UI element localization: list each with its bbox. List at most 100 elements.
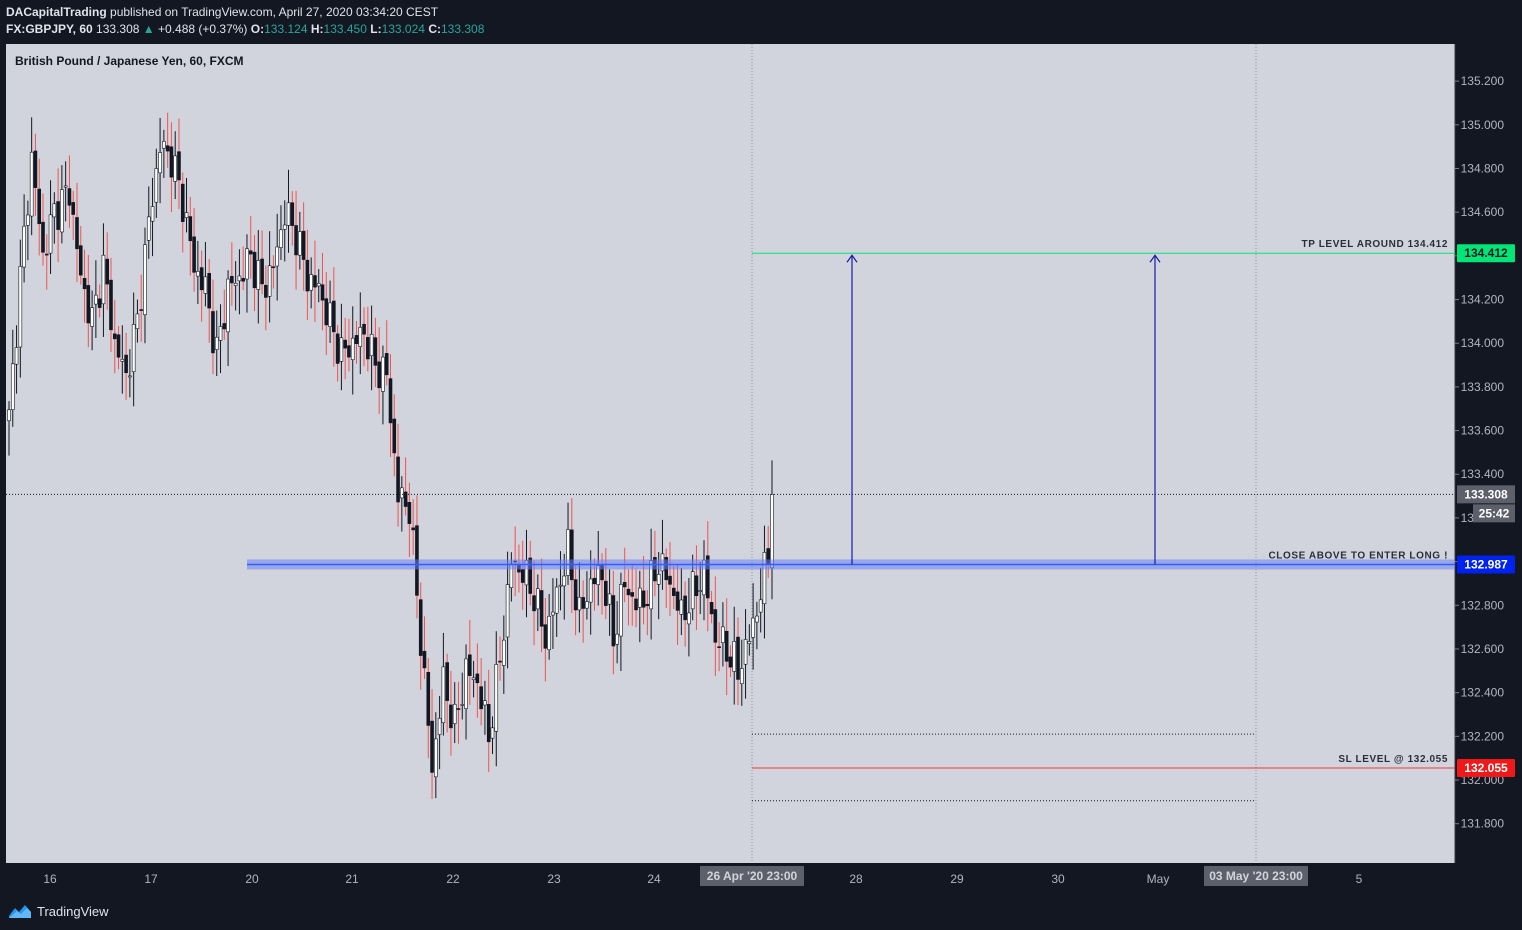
candle-body [358, 326, 363, 347]
candle-body [286, 202, 291, 226]
candle-body [252, 251, 257, 289]
x-tick-label: 22 [446, 872, 460, 886]
candle-body [63, 185, 68, 188]
x-tick-label: 28 [849, 872, 863, 886]
tradingview-logo-icon [9, 905, 31, 918]
candle-body [479, 686, 483, 710]
chart-panel[interactable]: 131.800 132.000 132.200 132.400 132.600 132.8… [6, 44, 1516, 893]
candle-body [679, 599, 684, 615]
tp-label: TP LEVEL AROUND 134.412 [1302, 239, 1448, 250]
candle-body [626, 588, 631, 596]
candle-body [350, 337, 355, 361]
y-tick-label: 135.200 [1461, 74, 1505, 88]
published-text: published on TradingView.com, April 27, … [110, 5, 439, 19]
candle-body [422, 650, 427, 669]
y-tick-label: 134.600 [1461, 205, 1505, 219]
candle-body [230, 275, 234, 284]
candle-body [128, 375, 132, 378]
candle-body [381, 356, 385, 392]
candle-body [109, 279, 113, 331]
candle-body [668, 575, 672, 585]
candle-body [758, 599, 763, 613]
candle-body [377, 361, 381, 389]
candle-body [558, 584, 563, 587]
x-tick-label: 20 [245, 872, 259, 886]
candle-body [464, 658, 468, 709]
close-label: C: [428, 22, 441, 36]
candle-body [547, 615, 551, 651]
candle-body [214, 336, 219, 350]
candle-body [683, 595, 687, 621]
target-arrow-icon [846, 254, 858, 263]
candle-body [354, 335, 359, 344]
publish-info: DACapitalTrading published on TradingVie… [6, 5, 438, 19]
candle-body [162, 141, 166, 149]
candle-body [222, 323, 227, 330]
candle-body [131, 324, 136, 372]
candle-body [728, 656, 733, 668]
candle-body [71, 202, 76, 215]
candle-body [37, 188, 42, 225]
candle-body [675, 591, 680, 611]
candle-body [739, 668, 744, 685]
x-tick-label: May [1147, 872, 1170, 886]
countdown-badge: 25:42 [1479, 506, 1510, 520]
y-tick-label: 134.200 [1461, 293, 1505, 307]
candle-body [520, 569, 525, 583]
candle-body [82, 278, 87, 290]
candle-body [211, 311, 215, 354]
candle-body [671, 587, 676, 596]
candle-body [452, 703, 457, 724]
author-name[interactable]: DACapitalTrading [6, 5, 107, 19]
candle-body [41, 221, 45, 253]
candle-body [577, 596, 582, 611]
candle-body [301, 230, 306, 260]
candle-body [396, 456, 400, 503]
candle-body [460, 704, 465, 706]
entry-label: CLOSE ABOVE TO ENTER LONG ! [1268, 550, 1448, 561]
price-chart[interactable]: 131.800132.000132.200132.400132.600132.8… [6, 44, 1516, 893]
candle-body [207, 273, 211, 309]
x-tick-label: 24 [647, 872, 661, 886]
candle-body [585, 601, 589, 609]
candle-body [736, 636, 740, 680]
chart-title: British Pound / Japanese Yen, 60, FXCM [15, 54, 244, 68]
candle-body [369, 333, 374, 356]
candle-body [120, 358, 125, 362]
price-axis-panel [1455, 44, 1516, 893]
tp-price-badge: 134.412 [1464, 246, 1508, 260]
candle-body [407, 502, 412, 524]
candle-body [124, 354, 128, 374]
candle-body [298, 231, 302, 256]
candle-body [611, 595, 616, 647]
candle-body [384, 353, 389, 376]
y-tick-label: 132.800 [1461, 598, 1505, 612]
candle-body [502, 639, 506, 666]
candle-body [241, 278, 245, 282]
y-tick-label: 131.800 [1461, 817, 1505, 831]
y-tick-label: 134.800 [1461, 161, 1505, 175]
candle-body [116, 334, 121, 358]
candle-body [14, 347, 19, 365]
candle-body [173, 155, 177, 182]
candle-body [10, 363, 15, 410]
candle-body [566, 529, 570, 576]
y-tick-label: 133.400 [1461, 467, 1505, 481]
sl-label: SL LEVEL @ 132.055 [1338, 754, 1448, 765]
candle-body [60, 189, 64, 233]
candle-body [245, 248, 249, 280]
candle-body [305, 259, 310, 292]
candle-body [78, 245, 83, 276]
candle-body [18, 266, 23, 348]
candle-body [67, 188, 72, 206]
tradingview-brand[interactable]: TradingView [8, 903, 109, 919]
candle-body [335, 333, 340, 364]
candle-body [90, 307, 94, 327]
last-price: 133.308 [96, 22, 140, 36]
candle-body [536, 588, 540, 610]
current-price-badge-bg [1457, 485, 1515, 504]
high-value: 133.450 [323, 22, 367, 36]
candle-body [751, 617, 755, 638]
candle-body [721, 626, 725, 643]
candle-body [755, 615, 759, 623]
